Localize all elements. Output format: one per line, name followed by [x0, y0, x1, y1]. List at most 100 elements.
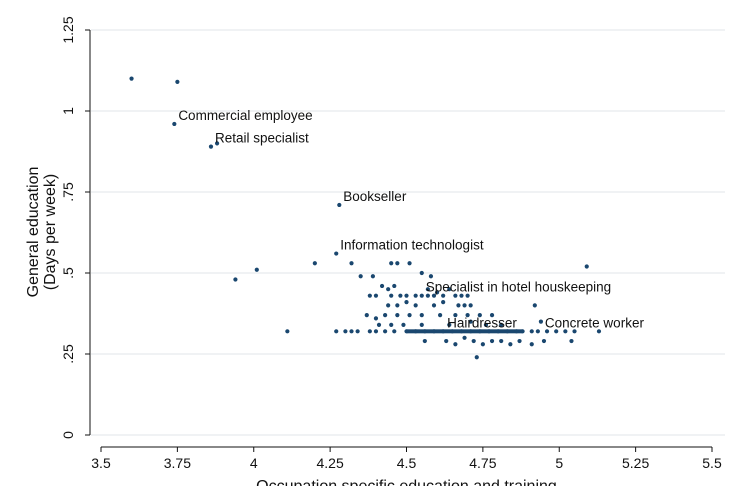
data-point-12 [370, 274, 375, 279]
y-tick-label-1: .25 [60, 344, 76, 364]
data-point-105 [499, 338, 504, 344]
point-annotation-5: Hairdresser [447, 315, 517, 330]
data-point-77 [404, 329, 409, 334]
data-point-66 [483, 322, 489, 327]
data-point-91 [529, 329, 534, 334]
data-point-6 [334, 251, 339, 256]
data-point-60 [376, 322, 382, 327]
data-point-3 [208, 144, 214, 149]
data-point-29 [425, 293, 430, 298]
data-point-73 [367, 329, 372, 334]
data-point-9 [312, 261, 317, 266]
data-point-2 [172, 121, 177, 127]
data-point-51 [395, 313, 400, 318]
point-annotation-3: Information technologist [340, 238, 484, 253]
data-point-61 [389, 322, 394, 327]
point-annotation-2: Bookseller [343, 189, 407, 204]
data-point-107 [517, 338, 522, 344]
data-point-70 [343, 329, 348, 334]
x-tick-label-7: 5.25 [622, 455, 649, 471]
data-point-49 [373, 316, 379, 321]
data-point-24 [389, 293, 394, 298]
data-point-89 [514, 329, 519, 334]
data-point-41 [413, 303, 418, 308]
data-point-84 [468, 329, 473, 334]
data-point-55 [453, 313, 458, 318]
data-point-39 [395, 303, 400, 308]
data-point-11 [358, 274, 363, 279]
data-point-106 [508, 342, 513, 347]
data-point-20 [386, 287, 391, 292]
data-point-56 [465, 313, 470, 318]
data-point-50 [383, 313, 388, 318]
data-point-53 [419, 313, 424, 318]
data-point-34 [465, 293, 470, 298]
point-annotation-6: Concrete worker [545, 315, 645, 330]
gridlines [91, 29, 725, 436]
data-point-28 [419, 293, 424, 298]
data-point-95 [563, 329, 568, 334]
data-point-75 [383, 329, 388, 334]
x-tick-label-4: 4.5 [397, 455, 417, 471]
data-point-35 [425, 287, 430, 292]
x-tick-label-3: 4.25 [317, 455, 344, 471]
data-point-16 [419, 270, 424, 276]
data-point-42 [431, 303, 437, 308]
x-tick-label-2: 4 [250, 455, 258, 471]
data-point-8 [254, 267, 259, 272]
data-point-71 [349, 329, 354, 334]
data-point-37 [447, 287, 452, 292]
y-tick-label-2: .5 [60, 267, 76, 279]
data-point-86 [486, 329, 492, 334]
data-point-30 [431, 293, 437, 298]
point-annotations: Commercial employee Retail specialist Book… [178, 108, 644, 330]
data-point-104 [489, 338, 495, 344]
data-point-31 [441, 293, 446, 298]
data-point-13 [389, 261, 394, 266]
data-point-85 [477, 329, 482, 334]
data-point-52 [407, 313, 412, 318]
data-point-44 [456, 303, 461, 308]
data-point-14 [395, 261, 400, 266]
x-tick-label-0: 3.5 [91, 455, 111, 471]
data-point-108 [529, 342, 534, 347]
data-point-99 [444, 338, 449, 344]
data-point-79 [422, 329, 427, 334]
data-point-22 [367, 293, 372, 298]
data-point-87 [496, 329, 501, 334]
data-point-21 [392, 283, 397, 289]
data-point-36 [434, 290, 440, 295]
data-point-88 [505, 329, 510, 334]
data-point-111 [474, 355, 479, 360]
data-point-67 [499, 322, 504, 327]
data-point-65 [468, 319, 473, 324]
y-axis-title-line-1: General education [25, 167, 42, 298]
data-point-94 [554, 329, 559, 334]
x-tick-label-1: 3.75 [164, 455, 191, 471]
axes: 0 .25 .5 .75 1 1.25 3.5 3.75 4 4.25 4.5 4.75 5 5.25 5.… [60, 16, 722, 471]
data-point-17 [428, 274, 434, 279]
data-point-33 [459, 293, 464, 298]
y-tick-label-3: .75 [60, 182, 76, 202]
data-point-78 [413, 329, 418, 334]
data-point-90 [520, 329, 525, 334]
data-point-47 [532, 303, 537, 308]
data-point-110 [569, 338, 574, 344]
data-point-97 [596, 329, 602, 334]
data-point-59 [538, 319, 544, 324]
data-point-83 [459, 329, 464, 334]
data-point-82 [450, 329, 455, 334]
data-point-109 [541, 338, 547, 344]
data-point-101 [462, 335, 467, 340]
data-point-63 [419, 322, 424, 327]
data-point-68 [285, 329, 290, 334]
data-point-7 [233, 277, 238, 282]
data-point-102 [471, 338, 476, 344]
data-point-45 [462, 303, 467, 308]
data-point-19 [379, 283, 385, 289]
data-point-46 [468, 303, 473, 308]
data-point-0 [129, 76, 134, 81]
x-axis-title: Occupation specific education and traini… [256, 478, 557, 486]
x-tick-label-6: 5 [555, 455, 563, 471]
